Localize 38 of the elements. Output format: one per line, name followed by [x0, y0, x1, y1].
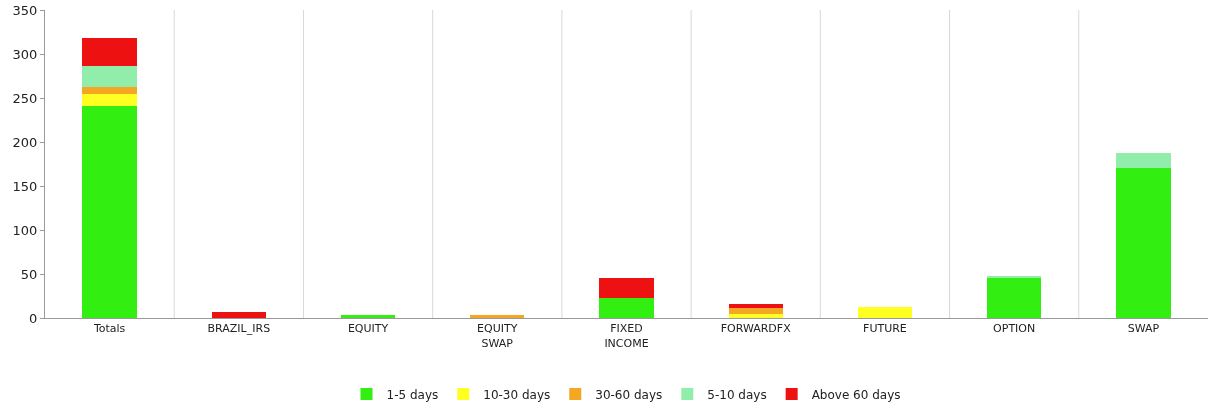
y-tick-label: 300: [12, 46, 38, 62]
x-tick-label: EQUITY SWAP: [477, 322, 518, 350]
y-tick-label: 350: [12, 2, 38, 18]
x-tick-label: FUTURE: [863, 322, 907, 336]
x-tick-label: EQUITY: [347, 322, 389, 336]
bar: [82, 105, 137, 318]
legend-label: Above 60 days: [811, 387, 901, 402]
bar: [1116, 167, 1171, 318]
y-tick-label: 50: [20, 266, 38, 282]
y-tick-label: 150: [12, 178, 38, 194]
bar: [857, 307, 913, 318]
bar: [211, 311, 266, 318]
bar: [82, 86, 137, 95]
bar: [728, 308, 783, 314]
y-tick-label: 100: [12, 222, 38, 238]
bar: [728, 313, 783, 318]
x-tick-label: FORWARDFX: [720, 322, 792, 336]
x-tick-label: SWAP: [1127, 322, 1160, 336]
bar: [82, 66, 137, 87]
bar: [599, 278, 654, 298]
bar: [340, 315, 396, 318]
x-tick-label: Totals: [92, 322, 126, 336]
legend-label: 5-10 days: [707, 387, 767, 402]
bar: [1116, 153, 1171, 168]
bar: [728, 303, 783, 309]
bar: [599, 297, 654, 318]
y-tick-label: 200: [12, 134, 38, 150]
x-tick-label: FIXED INCOME: [604, 322, 649, 350]
y-tick-label: 0: [29, 310, 38, 326]
bar: [82, 38, 137, 67]
x-tick-label: BRAZIL_IRS: [207, 322, 271, 336]
x-tick-label: OPTION: [993, 322, 1036, 336]
bar: [82, 94, 137, 106]
bar: [987, 278, 1042, 318]
legend-label: 30-60 days: [595, 387, 663, 402]
legend-label: 1-5 days: [386, 387, 439, 402]
legend-label: 10-30 days: [483, 387, 551, 402]
y-tick-label: 250: [12, 90, 38, 106]
